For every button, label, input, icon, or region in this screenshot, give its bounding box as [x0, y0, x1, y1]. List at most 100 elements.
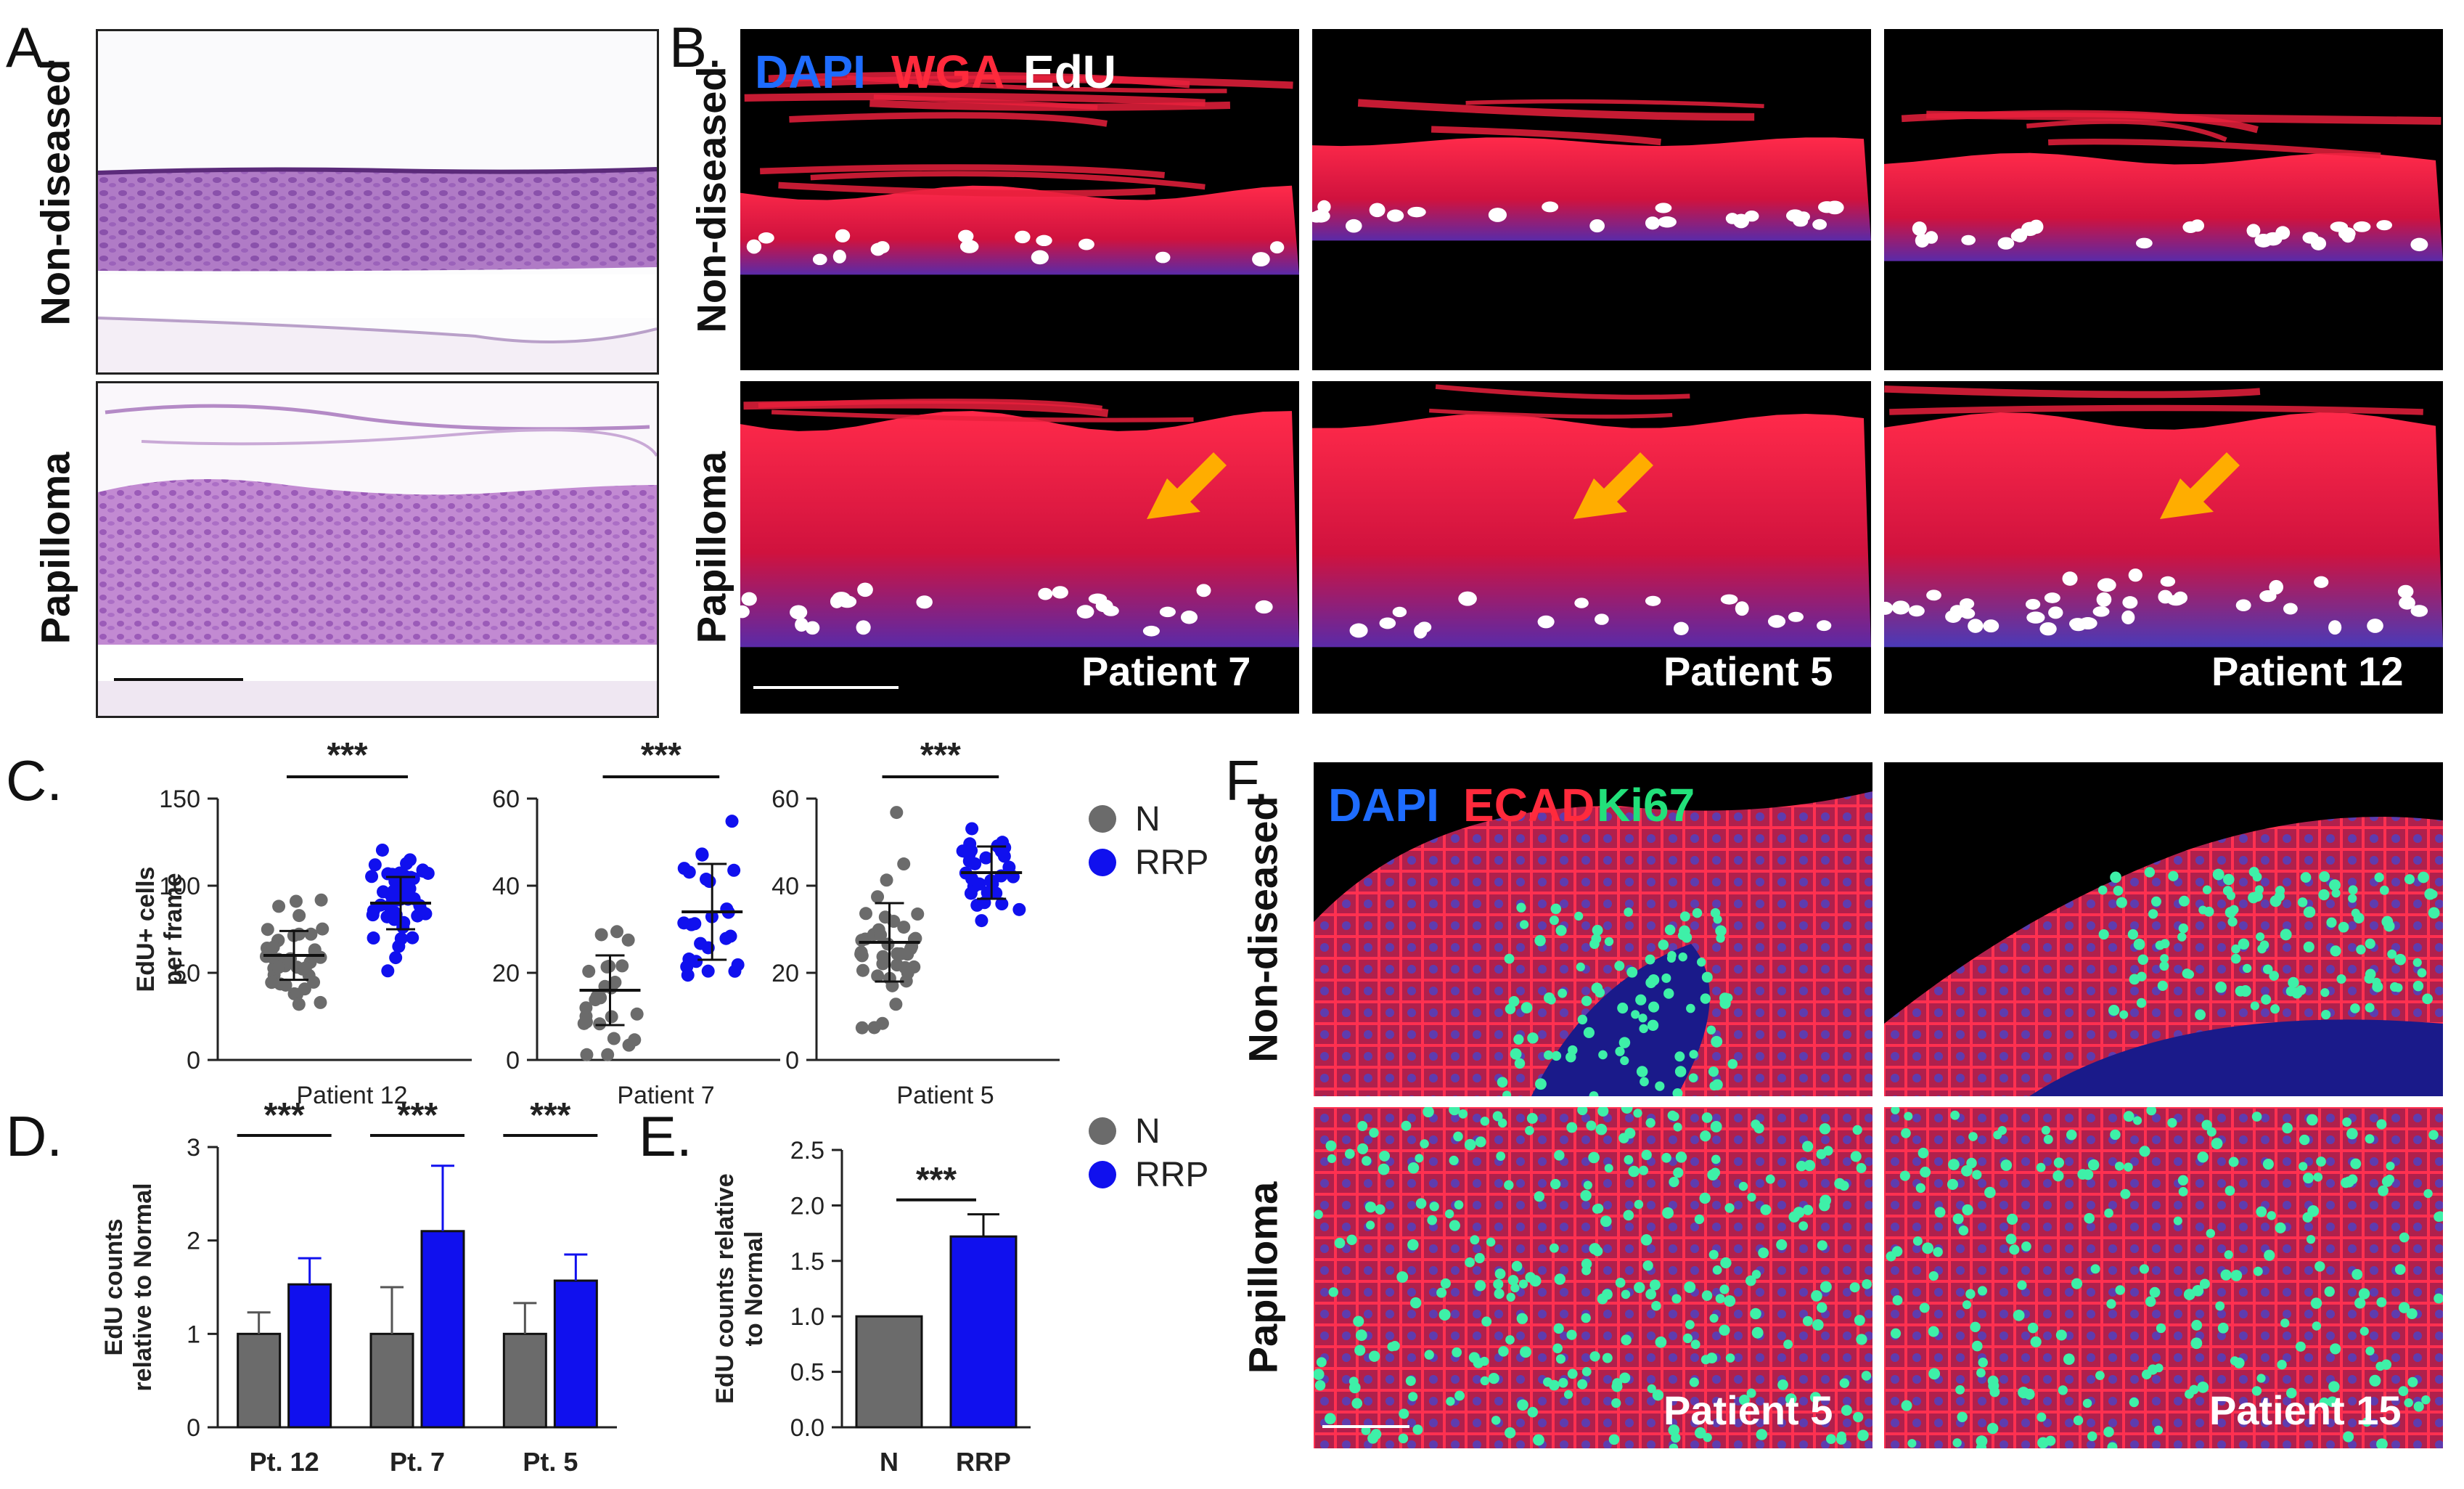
ki67-nucleus	[2222, 886, 2233, 896]
edu-nucleus	[2269, 579, 2284, 595]
data-point	[701, 964, 715, 978]
row-label-text: Non-diseased	[688, 66, 734, 333]
ki67-nucleus	[1611, 1398, 1621, 1408]
data-point	[365, 870, 379, 884]
data-point	[367, 931, 380, 945]
data-point	[694, 937, 708, 950]
edu-nucleus	[1673, 621, 1689, 635]
ki67-nucleus	[1664, 924, 1676, 936]
ki67-nucleus	[2421, 1395, 2431, 1405]
ki67-nucleus	[2306, 1235, 2316, 1244]
ki67-nucleus	[2045, 1435, 2056, 1446]
ki67-nucleus	[2404, 1398, 2413, 1408]
ki67-nucleus	[1399, 1408, 1409, 1419]
ki67-nucleus	[2224, 1250, 2233, 1260]
ki67-nucleus	[1919, 1302, 1930, 1313]
ki67-nucleus	[2299, 1134, 2310, 1146]
y-tick-label: 3	[187, 1134, 200, 1162]
ki67-nucleus	[2399, 1232, 2410, 1243]
ki67-nucleus	[2157, 980, 2168, 991]
micrograph-f-r1c2	[1884, 762, 2443, 1096]
fibre	[1901, 110, 2259, 134]
fibre	[1357, 99, 1755, 121]
ki67-nucleus	[1615, 1277, 1626, 1288]
ki67-nucleus	[2291, 987, 2303, 999]
ki67-nucleus	[2404, 874, 2415, 885]
ki67-nucleus	[2110, 871, 2121, 884]
ki67-nucleus	[1675, 1151, 1687, 1163]
ki67-nucleus	[1976, 1368, 1986, 1378]
ki67-nucleus	[1581, 1265, 1592, 1276]
ki67-nucleus	[2206, 1228, 2216, 1239]
ki67-nucleus	[1583, 1027, 1595, 1038]
ki67-nucleus	[1621, 1334, 1632, 1345]
edu-nucleus	[870, 242, 885, 256]
ki67-nucleus	[1672, 1088, 1683, 1096]
ki67-nucleus	[1554, 1273, 1566, 1285]
series-RRP	[365, 843, 435, 978]
ki67-nucleus	[1458, 1109, 1468, 1119]
ki67-nucleus	[1577, 1014, 1588, 1025]
edu-nucleus	[959, 240, 979, 253]
ki67-nucleus	[1401, 1120, 1412, 1131]
ki67-nucleus	[2348, 894, 2357, 903]
ki67-nucleus	[1853, 1411, 1864, 1423]
ki67-nucleus	[2412, 980, 2424, 992]
ki67-nucleus	[1727, 1058, 1738, 1069]
row-label-text: Papilloma	[1240, 1181, 1286, 1374]
ki67-nucleus	[1993, 1130, 2002, 1140]
data-point	[719, 931, 733, 945]
ki67-nucleus	[1480, 1117, 1490, 1126]
edu-nucleus	[1788, 611, 1804, 622]
data-point	[387, 884, 401, 898]
ki67-nucleus	[1753, 1123, 1764, 1134]
data-point	[856, 963, 869, 977]
edu-nucleus	[741, 592, 757, 606]
ki67-nucleus	[1600, 1215, 1612, 1228]
ki67-nucleus	[1589, 1351, 1600, 1362]
ki67-nucleus	[1580, 1190, 1592, 1202]
tissue-band	[740, 411, 1299, 648]
edu-nucleus	[812, 253, 827, 266]
ki67-nucleus	[1592, 1204, 1602, 1214]
ki67-nucleus	[1912, 1236, 1923, 1246]
ki67-nucleus	[2120, 1188, 2131, 1199]
ki67-nucleus	[1783, 1339, 1793, 1350]
ki67-nucleus	[2104, 1208, 2113, 1218]
data-point	[962, 854, 976, 868]
ki67-nucleus	[2342, 1117, 2352, 1127]
ki67-nucleus	[2252, 891, 2263, 902]
edu-nucleus	[1891, 600, 1910, 615]
ki67-nucleus	[2295, 1341, 2306, 1352]
ki67-nucleus	[1651, 1300, 1661, 1311]
micrograph-b-r2c2	[1312, 381, 1871, 714]
y-tick-label: 60	[492, 786, 520, 813]
ki67-nucleus	[1620, 1056, 1629, 1066]
ki67-nucleus	[1444, 1209, 1454, 1219]
ki67-nucleus	[1716, 934, 1725, 943]
x-axis-label: Patient 7	[617, 1082, 714, 1104]
ki67-nucleus	[1407, 1162, 1420, 1174]
edu-nucleus	[2025, 598, 2041, 610]
ki67-nucleus	[2041, 1125, 2051, 1135]
ki67-nucleus	[2071, 1278, 2083, 1289]
ki67-nucleus	[1364, 1202, 1377, 1213]
ki67-nucleus	[2114, 1162, 2124, 1171]
ki67-nucleus	[1520, 1002, 1533, 1013]
edu-nucleus	[916, 595, 933, 609]
ki67-nucleus	[1669, 1443, 1679, 1448]
scatter-plot-C1: 0 50 100 150 Patient 12 EdU+ cells per frame **…	[132, 736, 472, 1104]
ki67-nucleus	[1697, 958, 1706, 967]
edu-nucleus	[1817, 620, 1832, 632]
edu-nucleus	[2092, 606, 2110, 617]
ki67-nucleus	[1420, 1139, 1429, 1149]
ki67-nucleus	[1327, 1154, 1337, 1164]
edu-nucleus	[2302, 232, 2319, 244]
micrograph-f-r1c1-drawing	[1314, 791, 1872, 1096]
ki67-nucleus	[1647, 1384, 1656, 1393]
ki67-nucleus	[1679, 911, 1690, 922]
ki67-nucleus	[2306, 1114, 2318, 1126]
y-axis-label: to Normal	[740, 1231, 768, 1347]
row-label-f-papilloma: Papilloma	[1234, 1107, 1292, 1448]
ki67-nucleus	[1809, 1392, 1822, 1403]
